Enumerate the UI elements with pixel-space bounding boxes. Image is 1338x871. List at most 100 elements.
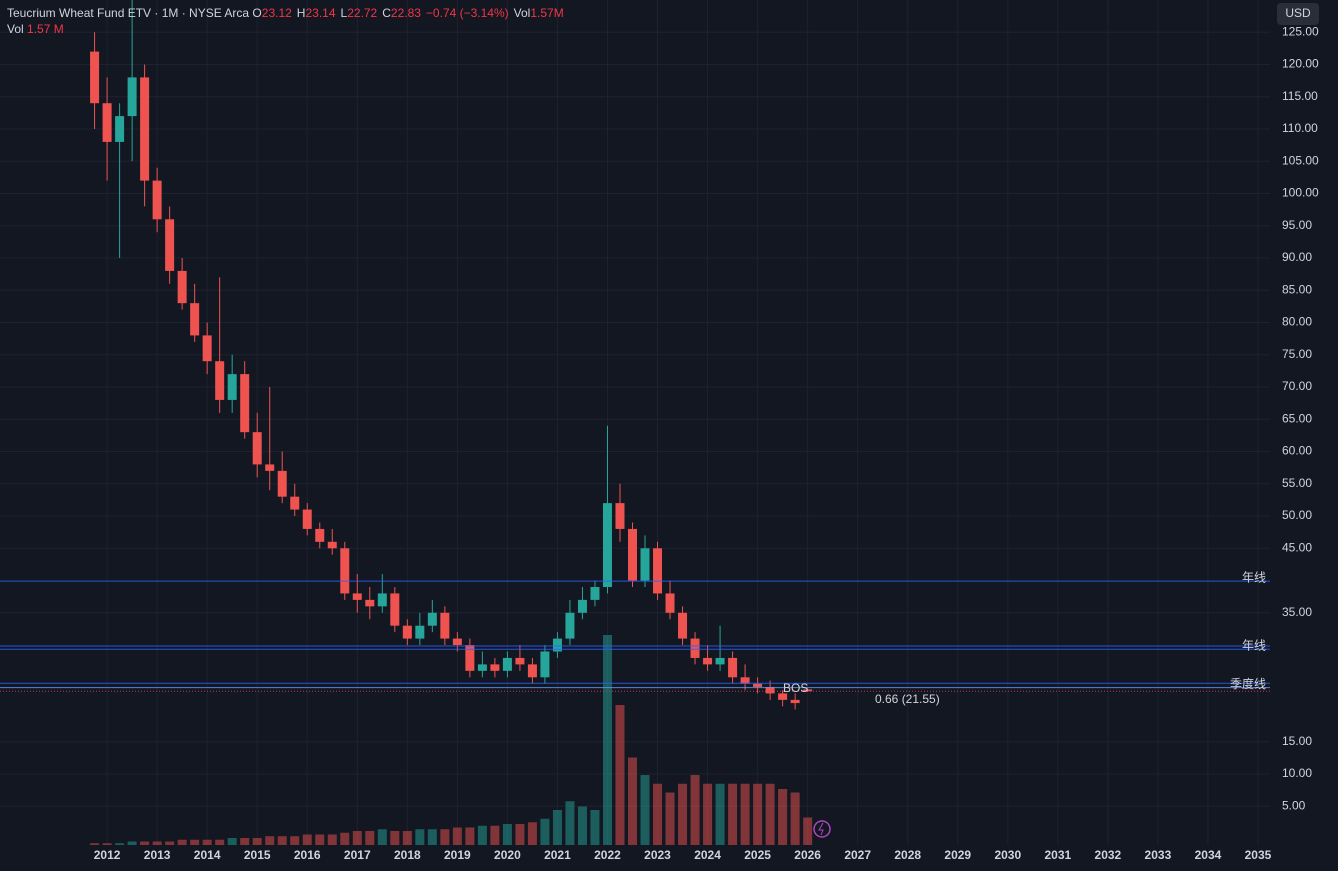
volume-bar	[690, 775, 700, 845]
y-tick-label: 10.00	[1282, 766, 1312, 780]
candle-body	[440, 612, 450, 639]
candle-body	[327, 541, 337, 549]
candle-body	[252, 432, 262, 465]
header-key: H	[296, 6, 306, 20]
candle-body	[302, 509, 312, 529]
volume-value: 1.57 M	[27, 22, 64, 36]
header-key: C	[382, 6, 391, 20]
candle-body	[240, 374, 250, 433]
x-tick-label: 2030	[994, 848, 1021, 862]
volume-bar	[90, 843, 100, 845]
volume-bar	[377, 829, 387, 845]
level-name: 季度线	[1230, 676, 1266, 691]
candle-body	[552, 638, 562, 652]
header-key: Vol	[513, 6, 531, 20]
x-tick-label: 2035	[1245, 848, 1272, 862]
volume-bar	[778, 789, 788, 845]
currency[interactable]: USD	[1285, 6, 1311, 20]
x-tick-label: 2022	[594, 848, 621, 862]
volume-bar	[502, 824, 512, 845]
volume-bar	[265, 836, 275, 845]
candle-body	[640, 548, 650, 581]
volume-bar	[490, 825, 500, 845]
candle-body	[115, 116, 125, 142]
volume-bar	[227, 838, 237, 845]
x-tick-label: 2021	[544, 848, 571, 862]
volume-bar	[790, 792, 800, 845]
candle-body	[377, 593, 387, 607]
candle-body	[315, 528, 325, 542]
header-value: 22.72	[347, 6, 378, 20]
candle-body	[277, 470, 287, 497]
volume-bar	[202, 839, 212, 845]
candle-body	[678, 612, 688, 639]
header: Teucrium Wheat Fund ETV · 1M · NYSE Arca…	[7, 5, 569, 37]
alert-icon[interactable]	[813, 820, 831, 838]
level-name: 年线	[1242, 638, 1266, 652]
volume-bar	[440, 829, 450, 845]
candle-body	[152, 180, 162, 220]
candle-body	[602, 503, 612, 587]
y-tick-label: 80.00	[1282, 315, 1312, 329]
volume-bar	[577, 806, 587, 845]
x-tick-label: 2024	[694, 848, 721, 862]
y-tick-label: 60.00	[1282, 444, 1312, 458]
volume-bar	[627, 757, 637, 845]
volume-line: Vol 1.57 M	[7, 21, 569, 37]
candle-body	[615, 503, 625, 529]
volume-bar	[302, 834, 312, 845]
volume-bar	[115, 843, 125, 845]
header-value: 1.57M	[530, 6, 564, 20]
volume-bar	[753, 783, 763, 845]
level-name: 年线	[1242, 570, 1266, 584]
volume-bar	[140, 841, 150, 845]
candle-body	[740, 677, 750, 684]
candle-body	[540, 651, 550, 678]
volume-bar	[640, 775, 650, 845]
x-tick-label: 2025	[744, 848, 771, 862]
volume-bar	[803, 817, 813, 845]
candle-body	[365, 599, 375, 607]
header-key: O	[252, 6, 262, 20]
volume-bar	[715, 783, 725, 845]
header-value: 23.14	[305, 6, 336, 20]
candle-body	[515, 657, 525, 665]
volume-bar	[327, 834, 337, 845]
plot: 39.90年线29.8529.35年线24.0823.40季度线22.8328d…	[0, 0, 1330, 845]
candle-body	[753, 683, 763, 687]
volume-bar	[277, 836, 287, 845]
candle-body	[527, 664, 537, 678]
candle-body	[490, 664, 500, 671]
header-values: O23.12 H23.14 L22.72 C22.83 −0.74 (−3.14%) Vo…	[252, 6, 568, 20]
volume-bar	[215, 839, 225, 845]
x-tick-label: 2029	[944, 848, 971, 862]
x-tick-label: 2031	[1044, 848, 1071, 862]
volume-bar	[427, 829, 437, 845]
header-value: 22.83	[390, 6, 421, 20]
y-tick-label: 100.00	[1282, 186, 1319, 200]
x-tick-label: 2026	[794, 848, 821, 862]
x-tick-label: 2016	[294, 848, 321, 862]
candle-body	[565, 612, 575, 639]
volume-bar	[365, 831, 375, 845]
volume-bar	[315, 834, 325, 845]
x-tick-label: 2027	[844, 848, 871, 862]
volume-bar	[740, 783, 750, 845]
candle-body	[202, 335, 212, 362]
volume-bar	[390, 831, 400, 845]
volume-bar	[665, 792, 675, 845]
y-tick-label: 70.00	[1282, 379, 1312, 393]
x-tick-label: 2034	[1195, 848, 1222, 862]
volume-bar	[590, 810, 600, 845]
volume-bar	[678, 783, 688, 845]
y-tick-label: 95.00	[1282, 218, 1312, 232]
volume-bar	[352, 831, 362, 845]
x-tick-label: 2028	[894, 848, 921, 862]
symbol-title: Teucrium Wheat Fund ETV · 1M · NYSE Arca	[7, 6, 250, 20]
volume-bar	[165, 841, 175, 845]
y-tick-label: 120.00	[1282, 57, 1319, 71]
volume-bar	[340, 832, 350, 845]
currency-button[interactable]	[1277, 3, 1319, 25]
volume-bar	[240, 838, 250, 845]
